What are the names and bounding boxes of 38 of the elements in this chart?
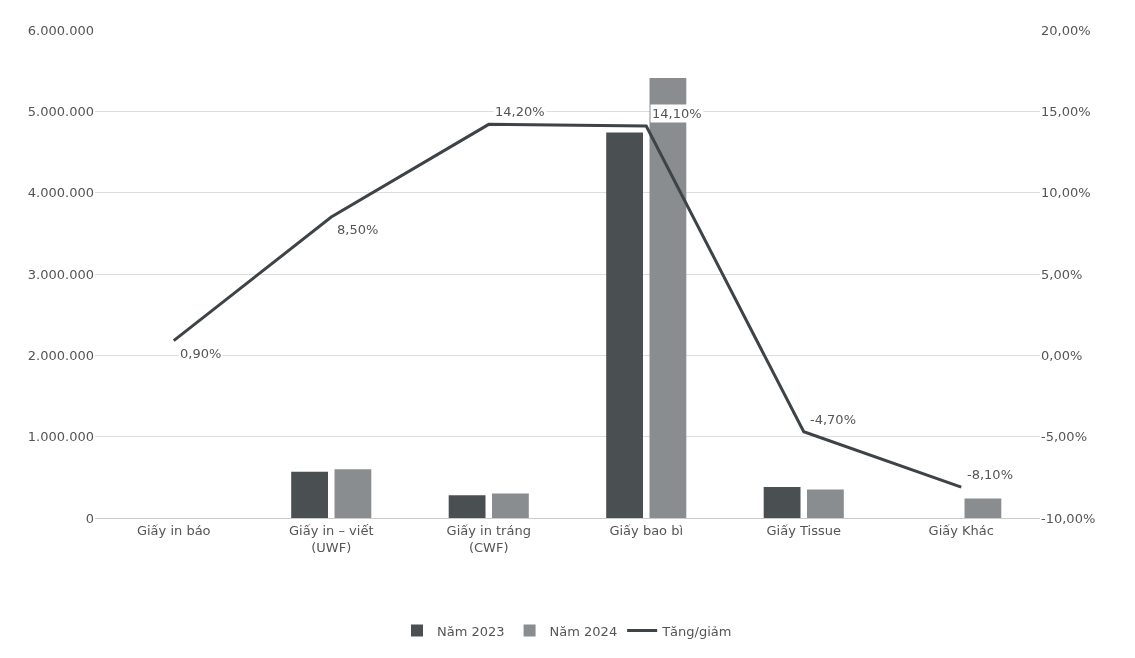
bar: [291, 471, 328, 518]
y2-tick-label: 20,00%: [1041, 22, 1091, 38]
y2-tick-label: 15,00%: [1041, 103, 1091, 119]
data-label: -8,10%: [967, 467, 1013, 482]
data-label: 0,90%: [180, 346, 222, 361]
y-tick-label: 0: [85, 510, 94, 526]
y-tick-label: 4.000.000: [27, 185, 94, 201]
data-label: 8,50%: [337, 222, 379, 237]
x-tick-label: Giấy in tráng (CWF): [446, 522, 531, 555]
data-label: -4,70%: [810, 412, 856, 427]
bar: [334, 469, 372, 518]
bar: [448, 495, 486, 518]
bar: [964, 498, 1002, 518]
y-tick-label: 1.000.000: [27, 429, 94, 445]
y-tick-label: 2.000.000: [27, 347, 94, 363]
y2-tick-label: 0,00%: [1041, 347, 1083, 363]
legend-label: Năm 2023: [437, 623, 505, 639]
y2-tick-label: -10,00%: [1041, 510, 1096, 526]
bar: [606, 132, 643, 518]
x-tick-label: Giấy in báo: [136, 522, 211, 538]
x-tick-label: Giấy Tissue: [766, 522, 841, 538]
x-tick-label: Giấy in – viết (UWF): [289, 522, 374, 555]
y2-tick-label: -5,00%: [1041, 429, 1087, 445]
legend-label: Năm 2024: [549, 623, 618, 639]
y-tick-label: 5.000.000: [27, 103, 94, 119]
y2-tick-label: 5,00%: [1041, 266, 1083, 282]
legend-label: Tăng/giảm: [661, 623, 732, 639]
bar: [807, 489, 844, 518]
bar: [492, 493, 529, 518]
x-tick-label: Giấy bao bì: [609, 522, 684, 538]
x-tick-label: Giấy Khác: [928, 522, 994, 538]
bar: [763, 487, 801, 518]
data-label: 14,20%: [495, 104, 545, 119]
y-tick-label: 3.000.000: [27, 266, 94, 282]
y2-tick-label: 10,00%: [1041, 185, 1091, 201]
data-label: 14,10%: [652, 106, 702, 121]
line-series: [172, 122, 963, 489]
y-tick-label: 6.000.000: [27, 22, 94, 38]
